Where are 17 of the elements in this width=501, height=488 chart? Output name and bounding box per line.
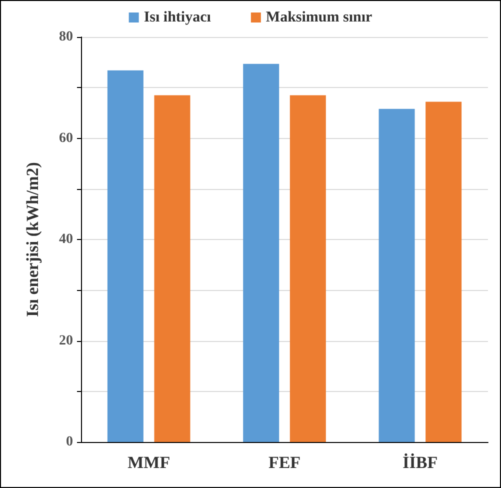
y-tick-label: 40 (59, 232, 73, 247)
x-tick-label: FEF (268, 453, 301, 472)
y-tick-label: 0 (66, 434, 73, 450)
bar (107, 70, 144, 442)
bar (290, 95, 326, 442)
bar (426, 102, 462, 442)
y-tick-label: 80 (59, 30, 73, 44)
bar (243, 64, 280, 442)
x-tick-label: İİBF (402, 453, 438, 472)
x-tick-label: MMF (128, 453, 170, 472)
y-tick-label: 20 (59, 333, 73, 348)
bar (378, 108, 415, 442)
legend-label: Maksimum sınır (266, 10, 373, 26)
bar (154, 95, 190, 442)
y-tick-label: 60 (59, 130, 73, 146)
legend-label: Isı ihtiyacı (144, 10, 211, 26)
y-axis-title: Isı enerjisi (kWh/m2) (23, 162, 42, 317)
